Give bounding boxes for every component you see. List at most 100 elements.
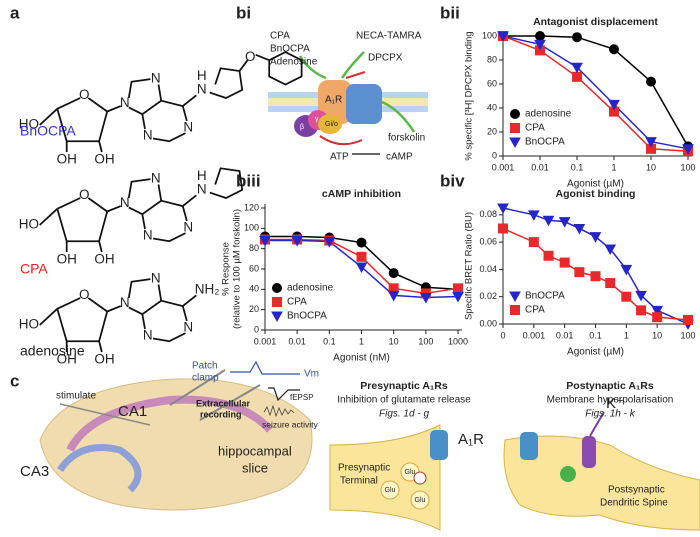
bond xyxy=(160,199,188,222)
bond xyxy=(255,51,303,86)
chart-title: cAMP inhibition xyxy=(322,188,401,200)
atom: OH xyxy=(57,252,77,267)
bi-label: forskolin xyxy=(388,133,425,144)
chart-title: Agonist binding xyxy=(556,188,636,200)
bond xyxy=(56,197,81,210)
activate xyxy=(560,466,576,482)
x-tick-label: 0.1 xyxy=(571,162,584,172)
marker xyxy=(574,267,585,278)
electrode xyxy=(169,369,226,406)
legend-label: CPA xyxy=(287,297,307,308)
atom: N xyxy=(120,195,130,210)
c-label: Glu xyxy=(385,487,396,494)
slice-diagram: stimulate Patch clamp Vm fEPSP Extracell… xyxy=(20,361,319,511)
arrow xyxy=(589,411,605,437)
atom: N xyxy=(183,219,193,234)
legend-marker xyxy=(271,311,283,323)
y-tick-label: 20 xyxy=(487,126,497,136)
marker xyxy=(652,312,663,323)
c-label: A₁R xyxy=(458,431,484,448)
bi-label: ATP xyxy=(330,152,349,163)
atom: N xyxy=(151,171,161,186)
marker xyxy=(646,76,656,87)
panel-label: c xyxy=(10,371,19,390)
c-label: slice xyxy=(242,460,268,475)
x-tick-label: 10 xyxy=(652,330,662,340)
c-label: CA3 xyxy=(20,463,49,480)
atom: HO xyxy=(19,117,39,132)
x-tick-label: 0.01 xyxy=(288,336,306,346)
inhibit xyxy=(319,135,363,146)
bond xyxy=(182,94,197,107)
marker xyxy=(590,271,601,282)
receptor xyxy=(318,80,352,124)
x-tick-label: 100 xyxy=(418,336,433,346)
bond xyxy=(56,297,81,310)
y-axis-label: (relative to 100 µM forskolin) xyxy=(232,209,243,329)
g-protein xyxy=(318,114,342,134)
atom: OH xyxy=(94,252,114,267)
c-label: recording xyxy=(200,409,242,419)
y-axis-label: Specific BRET Ratio (BU) xyxy=(464,212,475,320)
bond xyxy=(39,108,58,126)
bond xyxy=(98,140,103,153)
marker xyxy=(605,278,616,289)
x-tick-label: 0.01 xyxy=(556,330,574,340)
inhibit xyxy=(345,71,366,79)
legend-label: BnOCPA xyxy=(287,311,327,322)
atom: HO xyxy=(19,317,39,332)
bond xyxy=(56,197,109,243)
c-label: Postynaptic A₁Rs xyxy=(566,380,654,392)
marker xyxy=(543,250,554,261)
marker xyxy=(497,31,509,43)
marker xyxy=(558,217,571,228)
bond xyxy=(209,167,244,199)
marker xyxy=(636,305,647,316)
marker xyxy=(621,291,632,302)
y-tick-label: 0.04 xyxy=(479,264,497,274)
marker xyxy=(604,244,617,255)
marker xyxy=(571,62,583,74)
bond xyxy=(128,184,163,216)
atom: N xyxy=(183,119,193,134)
atom: N xyxy=(197,181,207,196)
bond xyxy=(127,278,151,299)
arrow xyxy=(381,100,416,133)
bond xyxy=(128,284,163,316)
c-label: seizure activity xyxy=(262,419,318,429)
arrow xyxy=(298,55,327,80)
atom: N xyxy=(143,327,153,342)
c-label: Extracellular xyxy=(196,398,251,408)
legend-label: adenosine xyxy=(287,283,334,294)
y-tick-label: 60 xyxy=(487,78,497,88)
atom: N xyxy=(120,95,130,110)
y-tick-label: 40 xyxy=(249,284,259,294)
bi-label: A₁R xyxy=(325,95,342,106)
bi-label: DPCPX xyxy=(368,53,403,64)
c-label: Glu xyxy=(405,469,416,476)
legend-marker xyxy=(509,137,521,149)
c-label: Dendritic Spine xyxy=(600,498,668,509)
atom: O xyxy=(79,187,90,202)
marker xyxy=(651,305,664,317)
atom: OH xyxy=(57,352,77,367)
marker xyxy=(528,237,539,248)
y-tick-label: 0.02 xyxy=(479,291,497,301)
bond xyxy=(141,314,146,330)
x-tick-label: 10 xyxy=(646,162,656,172)
marker xyxy=(498,223,508,234)
x-tick-label: 0.1 xyxy=(323,336,336,346)
marker xyxy=(682,144,694,155)
y-tick-label: 0.08 xyxy=(479,209,497,219)
marker xyxy=(453,283,463,294)
bi-label: cAMP xyxy=(386,152,413,163)
marker xyxy=(635,290,647,302)
legend-label: CPA xyxy=(525,305,545,316)
vesicle xyxy=(410,490,430,510)
y-tick-label: 0 xyxy=(492,150,497,160)
atom: N xyxy=(143,127,153,142)
bi-diagram: CPA BnOCPA Adenosine NECA-TAMRA DPCPX A₁… xyxy=(268,31,428,163)
panel-label: biv xyxy=(440,171,465,190)
legend-marker xyxy=(510,305,520,315)
